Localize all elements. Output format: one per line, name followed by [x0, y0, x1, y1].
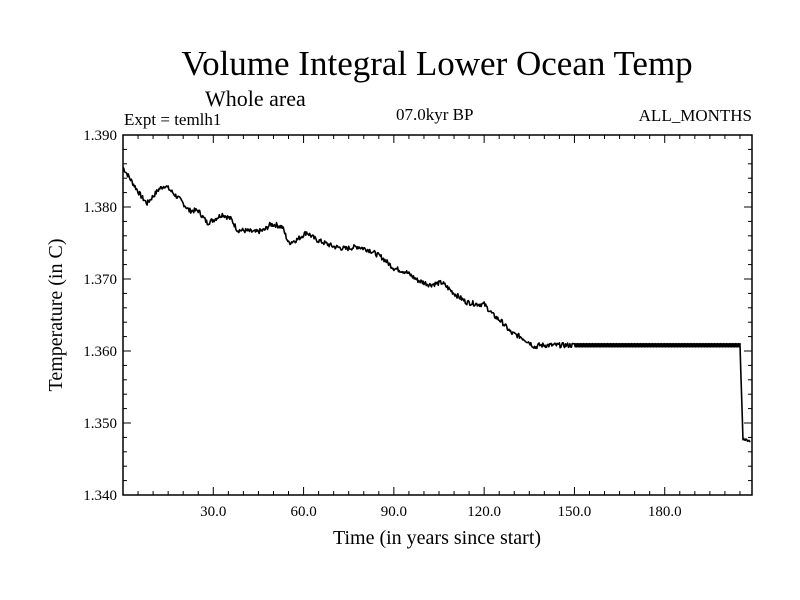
plot-frame — [122, 134, 753, 496]
y-tick-label: 1.370 — [83, 272, 117, 288]
x-axis-title: Time (in years since start) — [333, 527, 541, 549]
chart-subtitle: Whole area — [205, 86, 306, 111]
x-axis-ticks — [137, 135, 741, 495]
x-tick-label: 180.0 — [648, 504, 682, 520]
y-tick-label: 1.340 — [83, 488, 117, 504]
x-tick-label: 120.0 — [467, 504, 501, 520]
x-tick-label: 30.0 — [200, 504, 226, 520]
y-tick-label: 1.390 — [83, 128, 117, 144]
season-label: ALL_MONTHS — [638, 106, 752, 125]
chart-title: Volume Integral Lower Ocean Temp — [181, 44, 693, 83]
x-tick-label: 150.0 — [558, 504, 592, 520]
period-label: 07.0kyr BP — [396, 105, 474, 124]
y-axis-ticks — [123, 134, 752, 496]
y-axis-tick-labels: 1.340 1.350 1.360 1.370 1.380 1.390 — [83, 128, 117, 504]
x-tick-label: 90.0 — [381, 504, 407, 520]
y-axis-title: Temperature (in C) — [45, 239, 67, 392]
x-axis-tick-labels: 30.0 60.0 90.0 120.0 150.0 180.0 — [200, 504, 681, 520]
y-tick-label: 1.350 — [83, 416, 117, 432]
y-tick-label: 1.360 — [83, 344, 117, 360]
x-tick-label: 60.0 — [290, 504, 316, 520]
y-tick-label: 1.380 — [83, 200, 117, 216]
series-line — [122, 166, 751, 443]
experiment-label: Expt = temlh1 — [124, 110, 222, 129]
series-layer — [122, 166, 751, 443]
